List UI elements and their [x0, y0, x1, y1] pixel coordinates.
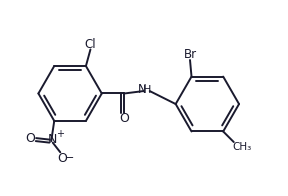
Text: N: N — [138, 83, 147, 96]
Text: O: O — [120, 112, 129, 125]
Text: N: N — [48, 133, 57, 146]
Text: Cl: Cl — [85, 38, 96, 51]
Text: +: + — [56, 129, 64, 139]
Text: CH₃: CH₃ — [232, 142, 251, 152]
Text: H: H — [143, 84, 151, 94]
Text: O: O — [57, 152, 67, 165]
Text: O: O — [25, 132, 35, 145]
Text: Br: Br — [183, 48, 197, 61]
Text: −: − — [65, 153, 74, 163]
